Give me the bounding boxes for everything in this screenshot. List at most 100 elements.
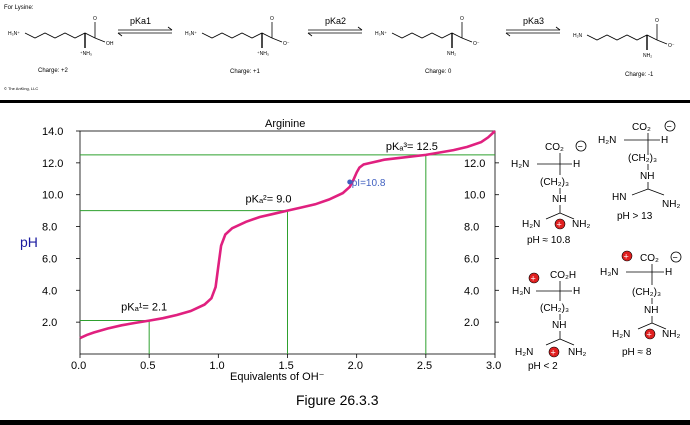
s4-carboxyl: CO₂H bbox=[550, 270, 576, 281]
species-3-alpha: NH₂ bbox=[447, 51, 456, 57]
species-1-charge: Charge: +2 bbox=[38, 68, 69, 74]
arginine-figure-panel: Arginine pH Equivalents of OH⁻ Figure 26… bbox=[0, 103, 690, 420]
structure-ph-2: + CO₂H H₃N H (CH₂)₃ NH H₂N NH₂ + pH < 2 bbox=[512, 270, 586, 372]
s2-carboxyl: CO₂ bbox=[545, 142, 564, 153]
y-tick-label: 4.0 bbox=[42, 285, 57, 297]
titration-curve bbox=[79, 130, 496, 340]
s2-nh: NH bbox=[552, 194, 566, 205]
species-3-n-term: H₃N⁺ bbox=[375, 31, 387, 37]
species-1-acid-bond bbox=[94, 37, 106, 43]
s3-ph-label: pH ≈ 8 bbox=[622, 347, 652, 358]
s3-left-n: H₂N bbox=[612, 329, 630, 340]
structure-ph-10-8: CO₂ − H₂N H (CH₂)₃ NH H₂N NH₂ + pH ≈ 10.… bbox=[511, 140, 590, 246]
s2-carboxyl-charge: − bbox=[578, 142, 583, 152]
species-1-alpha: ⁺NH₃ bbox=[80, 51, 92, 57]
s2-left-n: H₂N bbox=[522, 219, 540, 230]
pka-label-3: pKₐ³= 12.5 bbox=[386, 141, 438, 153]
species-4-charge: Charge: -1 bbox=[625, 72, 654, 78]
right-tick-label: 8.0 bbox=[464, 222, 479, 234]
s4-nh: NH bbox=[552, 320, 566, 331]
species-3-acid: O⁻ bbox=[473, 41, 480, 47]
s3-carboxyl: CO₂ bbox=[640, 253, 659, 264]
x-tick-label: 0.0 bbox=[71, 360, 86, 372]
species-4-alpha: NH₂ bbox=[643, 53, 652, 59]
equilibrium-arrow-1: pKa1 bbox=[117, 16, 173, 37]
species-1-acid: OH bbox=[106, 41, 114, 47]
s2-right-n: NH₂ bbox=[572, 219, 590, 230]
x-axis-label: Equivalents of OH⁻ bbox=[230, 371, 325, 383]
s1-left-n: HN bbox=[612, 192, 626, 203]
arrow-label-pka1: pKa1 bbox=[130, 16, 151, 26]
right-axis-tick-labels: 2.0 4.0 6.0 8.0 10.0 12.0 bbox=[464, 158, 499, 329]
s2-amine: H₂N bbox=[511, 159, 529, 170]
lysine-panel: For Lysine: H₃N⁺ O OH ⁺NH₃ Charge: +2 pK… bbox=[0, 0, 690, 100]
s4-amine-charge: + bbox=[531, 274, 536, 284]
pka-label-2: pKₐ²= 9.0 bbox=[246, 194, 292, 206]
x-tick-label: 0.5 bbox=[140, 360, 155, 372]
y-tick-label: 14.0 bbox=[42, 126, 63, 138]
s1-carboxyl: CO₂ bbox=[632, 122, 651, 133]
pka-guides: pKₐ¹= 2.1 pKₐ²= 9.0 pKₐ³= 12.5 bbox=[80, 141, 495, 354]
s1-carboxyl-charge-icon bbox=[664, 120, 676, 132]
lysine-species-2: H₃N⁺ O O⁻ ⁺NH₃ Charge: +1 bbox=[185, 16, 290, 75]
right-tick-label: 10.0 bbox=[464, 190, 485, 202]
equilibrium-arrow-3: pKa3 bbox=[505, 16, 561, 37]
species-2-n-term: H₃N⁺ bbox=[185, 31, 197, 37]
lysine-heading: For Lysine: bbox=[4, 5, 34, 11]
pi-marker bbox=[347, 179, 353, 185]
chart-title: Arginine bbox=[265, 118, 305, 130]
species-1-n-term: H₃N⁺ bbox=[8, 31, 20, 37]
species-4-o: O bbox=[655, 18, 659, 24]
s3-nh: NH bbox=[644, 305, 658, 316]
lysine-species-1: H₃N⁺ O OH ⁺NH₃ Charge: +2 bbox=[8, 16, 114, 74]
species-4-acid: O⁻ bbox=[668, 43, 675, 49]
s1-ph-label: pH > 13 bbox=[617, 211, 653, 222]
y-tick-labels: 2.0 4.0 6.0 8.0 10.0 12.0 14.0 bbox=[42, 126, 80, 329]
species-3-o: O bbox=[460, 16, 464, 22]
s4-chain: (CH₂)₃ bbox=[540, 303, 569, 314]
equilibrium-arrow-2: pKa2 bbox=[307, 16, 363, 37]
species-3-charge: Charge: 0 bbox=[425, 69, 452, 75]
s3-guan-charge: + bbox=[647, 330, 652, 340]
s3-carboxyl-charge: − bbox=[673, 253, 678, 263]
species-2-chain bbox=[201, 32, 273, 39]
right-tick-label: 2.0 bbox=[464, 317, 479, 329]
arginine-titration-figure: Arginine pH Equivalents of OH⁻ Figure 26… bbox=[20, 118, 682, 408]
y-axis-label: pH bbox=[20, 234, 38, 250]
x-tick-label: 3.0 bbox=[486, 360, 501, 372]
s4-amine: H₃N bbox=[512, 286, 531, 297]
s4-left-n: H₂N bbox=[515, 347, 533, 358]
structure-ph-8: + CO₂ − H₃N H (CH₂)₃ NH H₂N NH₂ + pH ≈ 8 bbox=[600, 250, 682, 358]
s4-guan-charge: + bbox=[551, 348, 556, 358]
s3-amine: H₃N bbox=[600, 267, 619, 278]
x-tick-label: 2.0 bbox=[348, 360, 363, 372]
s4-h: H bbox=[573, 286, 580, 297]
pi-label: pI=10.8 bbox=[352, 178, 386, 189]
s2-h: H bbox=[573, 159, 580, 170]
y-tick-label: 12.0 bbox=[42, 158, 63, 170]
right-tick-label: 6.0 bbox=[464, 253, 479, 265]
lysine-scheme: For Lysine: H₃N⁺ O OH ⁺NH₃ Charge: +2 pK… bbox=[4, 5, 675, 91]
x-tick-label: 1.0 bbox=[209, 360, 224, 372]
s3-amine-charge: + bbox=[624, 252, 629, 262]
species-3-chain bbox=[391, 32, 463, 39]
species-2-acid: O⁻ bbox=[283, 41, 290, 47]
x-tick-labels: 0.0 0.5 1.0 1.5 2.0 2.5 3.0 bbox=[71, 354, 501, 372]
species-2-o: O bbox=[270, 16, 274, 22]
arrow-label-pka3: pKa3 bbox=[523, 16, 544, 26]
s1-carboxyl-charge: − bbox=[667, 122, 672, 132]
species-1-chain bbox=[24, 32, 96, 39]
species-2-charge: Charge: +1 bbox=[230, 69, 261, 75]
s2-guan-charge: + bbox=[557, 220, 562, 230]
x-tick-label: 1.5 bbox=[279, 360, 294, 372]
s1-h: H bbox=[661, 135, 668, 146]
structure-ph-13: CO₂ − H₂N H (CH₂)₃ NH HN NH₂ pH > 13 bbox=[598, 120, 680, 222]
lysine-species-4: H₂N O O⁻ NH₂ Charge: -1 bbox=[573, 18, 675, 78]
right-tick-label: 12.0 bbox=[464, 158, 485, 170]
x-tick-label: 2.5 bbox=[417, 360, 432, 372]
s2-ph-label: pH ≈ 10.8 bbox=[527, 235, 571, 246]
figure-caption: Figure 26.3.3 bbox=[296, 392, 379, 408]
species-1-o: O bbox=[93, 16, 97, 22]
copyright-text: © The AnKing, LLC bbox=[4, 86, 38, 91]
s1-nh: NH bbox=[640, 171, 654, 182]
